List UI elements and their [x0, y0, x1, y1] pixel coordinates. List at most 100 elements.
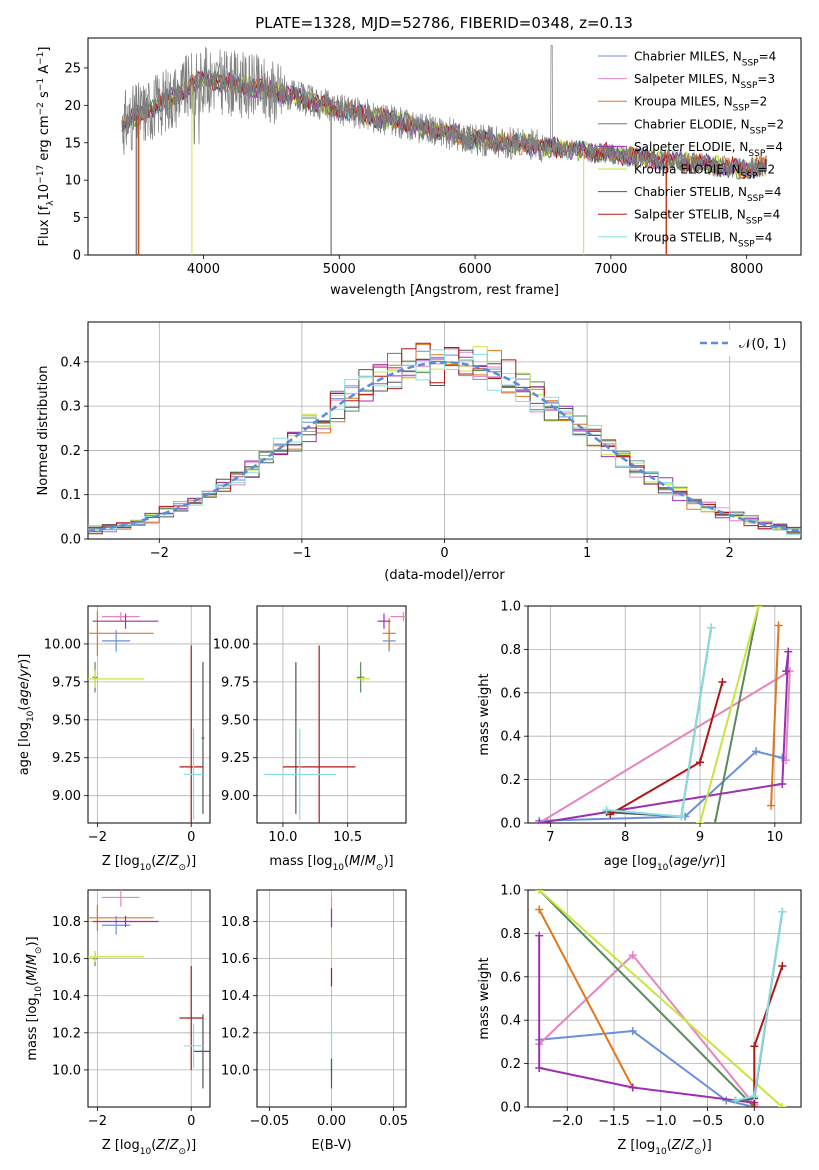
weight-line: [538, 890, 783, 1107]
y-tick-label: 10.0: [52, 1063, 81, 1078]
tick-labels: −2 −1 0 1 2 0.0 0.1 0.2 0.3 0.4: [60, 355, 734, 561]
y-tick-label: 9.00: [52, 789, 81, 804]
y-tick-label: 10.4: [52, 989, 81, 1004]
y-tick-label: 0.0: [60, 533, 81, 548]
tick-labels: 10.0 10.5 9.00 9.25 9.50 9.75 10.00: [213, 637, 362, 845]
y-axis-label: age [log10(age/yr)]: [17, 654, 36, 776]
weight-marker: [750, 1103, 759, 1107]
weight-marker: [778, 907, 787, 916]
legend-label: Kroupa MILES, NSSP=2: [634, 95, 767, 114]
ebv-mass-panel: −0.05 0.00 0.05 10.0 10.2 10.4 10.6 10.8 E(B-V): [221, 889, 408, 1153]
axes-frame: [527, 889, 802, 1108]
histograms: [88, 342, 801, 535]
z-age-panel: −2 0 9.00 9.25 9.50 9.75 10.00 Z [log10(Z/Z⊙)] a…: [17, 605, 211, 873]
x-tick-label: −1.0: [645, 1114, 677, 1129]
error-bars: [88, 890, 210, 1089]
y-tick-label: 0: [73, 249, 81, 264]
weight-marker: [710, 819, 719, 823]
tick-labels: 7 8 9 10 0.0 0.2 0.4 0.6 0.8 1.0: [500, 600, 783, 846]
weight-line: [538, 890, 756, 1107]
weight-line: [606, 627, 713, 818]
y-tick-label: 0.6: [500, 970, 521, 985]
axes-frame: [87, 889, 211, 1108]
weight-line: [538, 909, 634, 1088]
axes-frame: [87, 605, 211, 824]
x-tick-label: 9: [696, 830, 704, 845]
gaussian-curve: [88, 361, 801, 533]
y-tick-label: 20: [64, 99, 81, 114]
weight-marker: [750, 1092, 759, 1101]
spectrum-panel: 4000 5000 6000 7000 8000 0 5 10 15 20 25 wavelength…: [36, 37, 802, 298]
weight-marker: [535, 931, 544, 940]
z-mass-panel: −2 0 10.0 10.2 10.4 10.6 10.8 Z [log10(Z/Z⊙)] ma…: [25, 889, 211, 1157]
tick-labels: −2 0 9.00 9.25 9.50 9.75 10.00: [44, 637, 196, 845]
x-tick-label: 10.0: [268, 830, 297, 845]
axes-frame: [256, 605, 407, 824]
x-tick-label: 7000: [594, 262, 627, 277]
legend-label: Chabrier MILES, NSSP=4: [634, 50, 776, 69]
y-axis-label: mass weight: [477, 957, 492, 1039]
weight-line: [770, 625, 780, 806]
weight-marker: [752, 747, 761, 756]
weight-marker: [767, 801, 776, 810]
weight-marker: [707, 623, 716, 632]
x-tick-label: −1.5: [598, 1114, 630, 1129]
y-tick-label: 5: [73, 211, 81, 226]
x-tick-label: −0.05: [249, 1114, 289, 1129]
y-axis-label: Flux [fλ10−17 erg cm−2 s−1 A−1]: [36, 47, 56, 247]
x-tick-label: 0.0: [744, 1114, 765, 1129]
x-tick-label: 7: [546, 830, 554, 845]
error-bars: [263, 612, 406, 823]
y-tick-label: 10.00: [44, 637, 81, 652]
x-tick-label: 0: [187, 1114, 195, 1129]
weight-marker: [606, 810, 615, 819]
y-tick-label: 0.4: [60, 355, 81, 370]
x-axis-label: wavelength [Angstrom, rest frame]: [330, 283, 559, 298]
y-tick-label: 10.6: [221, 952, 250, 967]
y-tick-label: 9.75: [52, 675, 81, 690]
weight-lines: [535, 606, 794, 823]
legend-label: Kroupa STELIB, NSSP=4: [634, 230, 772, 249]
x-tick-label: −2.0: [551, 1114, 583, 1129]
legend-label: 𝒩(0, 1): [739, 337, 786, 352]
legend-label: Salpeter MILES, NSSP=3: [634, 72, 775, 91]
weight-marker: [778, 1103, 787, 1107]
weight-marker: [628, 1027, 637, 1036]
weight-line: [538, 669, 791, 823]
y-axis-label: mass weight: [477, 673, 492, 755]
x-tick-label: 1: [583, 546, 591, 561]
y-tick-label: 1.0: [500, 884, 521, 899]
tick-labels: −0.05 0.00 0.05 10.0 10.2 10.4 10.6 10.8: [221, 915, 408, 1129]
legend-label: Chabrier STELIB, NSSP=4: [634, 185, 782, 204]
legend-label: Kroupa ELODIE, NSSP=2: [634, 163, 775, 182]
tick-labels: 4000 5000 6000 7000 8000 0 5 10 15 20 25: [64, 61, 763, 277]
y-tick-label: 9.50: [221, 713, 250, 728]
x-tick-label: −2: [88, 830, 107, 845]
y-tick-label: 0.0: [500, 1101, 521, 1116]
y-tick-label: 9.25: [221, 751, 250, 766]
weight-line: [538, 953, 756, 1106]
mass-age-panel: 10.0 10.5 9.00 9.25 9.50 9.75 10.00 mass [log10…: [213, 605, 407, 873]
y-tick-label: 0.0: [500, 817, 521, 832]
weight-line: [609, 681, 724, 816]
y-tick-label: 10: [64, 174, 81, 189]
x-axis-label: E(B-V): [311, 1138, 351, 1153]
axes-frame: [527, 605, 802, 824]
tick-labels: −2.0 −1.5 −1.0 −0.5 0.0 0.0 0.2 0.4 0.6 0.8 1.0: [500, 884, 764, 1130]
y-tick-label: 0.8: [500, 927, 521, 942]
x-tick-label: 4000: [187, 262, 220, 277]
weight-marker: [696, 758, 705, 767]
weight-line: [539, 1029, 755, 1107]
age-massweight-panel: 7 8 9 10 0.0 0.2 0.4 0.6 0.8 1.0 age [log10(age/yr…: [477, 600, 802, 873]
spectrum-lines: [121, 45, 768, 255]
axes-frame: [87, 321, 802, 540]
gridlines: [257, 606, 406, 823]
weight-marker: [754, 606, 763, 610]
error-bars: [88, 610, 205, 823]
y-tick-label: 10.2: [221, 1026, 250, 1041]
weight-marker: [718, 677, 727, 686]
legend-box: [690, 330, 794, 356]
x-tick-label: 2: [726, 546, 734, 561]
weight-line: [539, 651, 790, 823]
